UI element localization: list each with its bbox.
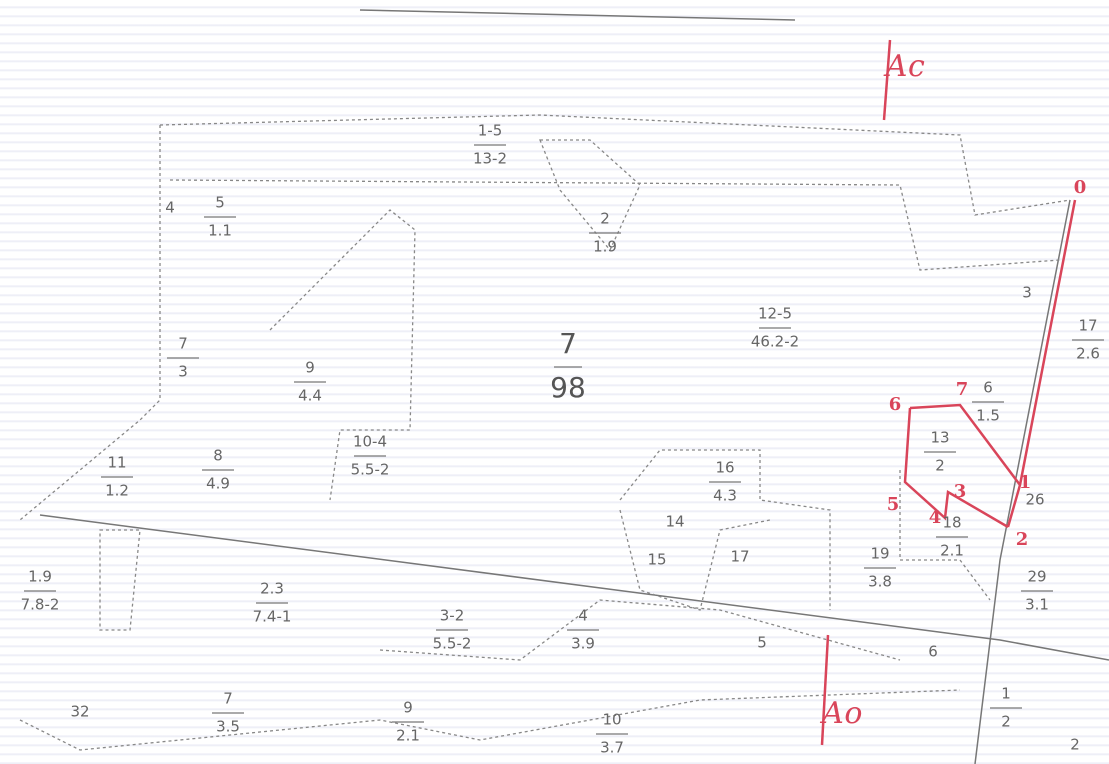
parcel-area: 7.4-1 (253, 608, 292, 626)
parcel-area: 2.1 (396, 727, 420, 745)
boundary (619, 449, 831, 610)
parcel-label: 32 (70, 703, 89, 721)
parcel-area: 46.2-2 (751, 333, 799, 351)
parcel-number: 1.9 (28, 568, 52, 586)
parcel-number: 10 (602, 711, 621, 729)
parcel-area: 1.2 (105, 482, 129, 500)
boundary (39, 514, 1109, 661)
parcel-number: 19 (870, 545, 889, 563)
parcel-area: 4.3 (713, 487, 737, 505)
boundary (269, 209, 416, 501)
red-line (882, 39, 892, 121)
parcel-area: 2.6 (1076, 345, 1100, 363)
parcel-number: 18 (942, 514, 961, 532)
boundary (379, 599, 901, 661)
parcel-area: 3.1 (1025, 596, 1049, 614)
boundary (19, 689, 961, 751)
parcel-area: 5.5-2 (433, 635, 472, 653)
parcel-area: 1.9 (593, 238, 617, 256)
point-number: 1 (1019, 472, 1032, 493)
parcel-area: 3.5 (216, 718, 240, 736)
boundary (619, 509, 771, 611)
boundary (899, 470, 991, 601)
parcel-label: 17 (730, 548, 749, 566)
point-number: 5 (887, 494, 900, 515)
parcel-area: 5.5-2 (351, 461, 390, 479)
parcel-number: 2.3 (260, 580, 284, 598)
boundary (99, 529, 141, 631)
parcel-label: 5 (757, 634, 767, 652)
boundaries (19, 9, 1109, 764)
parcel-number: 5 (215, 194, 225, 212)
boundary (359, 9, 796, 21)
parcel-label: 4 (165, 199, 175, 217)
parcel-number: 17 (1078, 317, 1097, 335)
point-number: 3 (954, 481, 967, 502)
point-number: 2 (1016, 529, 1029, 550)
parcel-number: 11 (107, 454, 126, 472)
boundary (974, 199, 1071, 764)
parcel-number: 9 (403, 699, 413, 717)
parcel-number: 10-4 (353, 433, 387, 451)
handwritten-mark: Ас (883, 49, 925, 84)
parcel-area: 3.8 (868, 573, 892, 591)
parcel-area: 4.4 (298, 387, 322, 405)
red-line (903, 407, 1009, 529)
point-number: 0 (1074, 177, 1087, 198)
parcel-label: 2 (1070, 736, 1080, 754)
parcel-area: 2 (935, 457, 945, 475)
boundary (159, 114, 1071, 216)
parcel-number: 6 (983, 379, 993, 397)
parcel-label: 26 (1025, 491, 1044, 509)
parcel-area: 2 (1001, 713, 1011, 731)
boundary (19, 125, 161, 521)
parcel-number: 4 (578, 607, 588, 625)
parcel-number: 1-5 (478, 122, 503, 140)
parcel-number: 7 (559, 327, 577, 360)
parcel-number: 9 (305, 359, 315, 377)
red-line (820, 634, 830, 746)
parcel-area: 13-2 (473, 150, 507, 168)
parcel-number: 13 (930, 429, 949, 447)
parcel-label: 14 (665, 513, 684, 531)
parcel-number: 16 (715, 459, 734, 477)
parcel-label: 3 (1022, 284, 1032, 302)
parcel-area: 3.9 (571, 635, 595, 653)
parcel-number: 12-5 (758, 305, 792, 323)
parcel-number: 2 (600, 210, 610, 228)
parcel-number: 3-2 (440, 607, 465, 625)
parcel-area: 1.5 (976, 407, 1000, 425)
point-number: 7 (956, 379, 969, 400)
parcel-number: 8 (213, 447, 223, 465)
parcel-label: 15 (647, 551, 666, 569)
parcel-area: 98 (550, 371, 586, 404)
point-number: 4 (929, 507, 942, 528)
red-line (909, 403, 1021, 486)
parcel-number: 7 (223, 690, 233, 708)
parcel-area: 7.8-2 (21, 596, 60, 614)
parcel-area: 2.1 (940, 542, 964, 560)
parcel-number: 29 (1027, 568, 1046, 586)
handwritten-mark: Ао (820, 696, 863, 731)
parcel-area: 3 (178, 363, 188, 381)
parcel-area: 4.9 (206, 475, 230, 493)
parcel-number: 7 (178, 335, 188, 353)
parcel-number: 1 (1001, 685, 1011, 703)
parcel-label: 6 (928, 643, 938, 661)
point-number: 6 (889, 394, 902, 415)
parcel-area: 1.1 (208, 222, 232, 240)
parcel-area: 3.7 (600, 739, 624, 757)
boundary (169, 179, 1061, 271)
